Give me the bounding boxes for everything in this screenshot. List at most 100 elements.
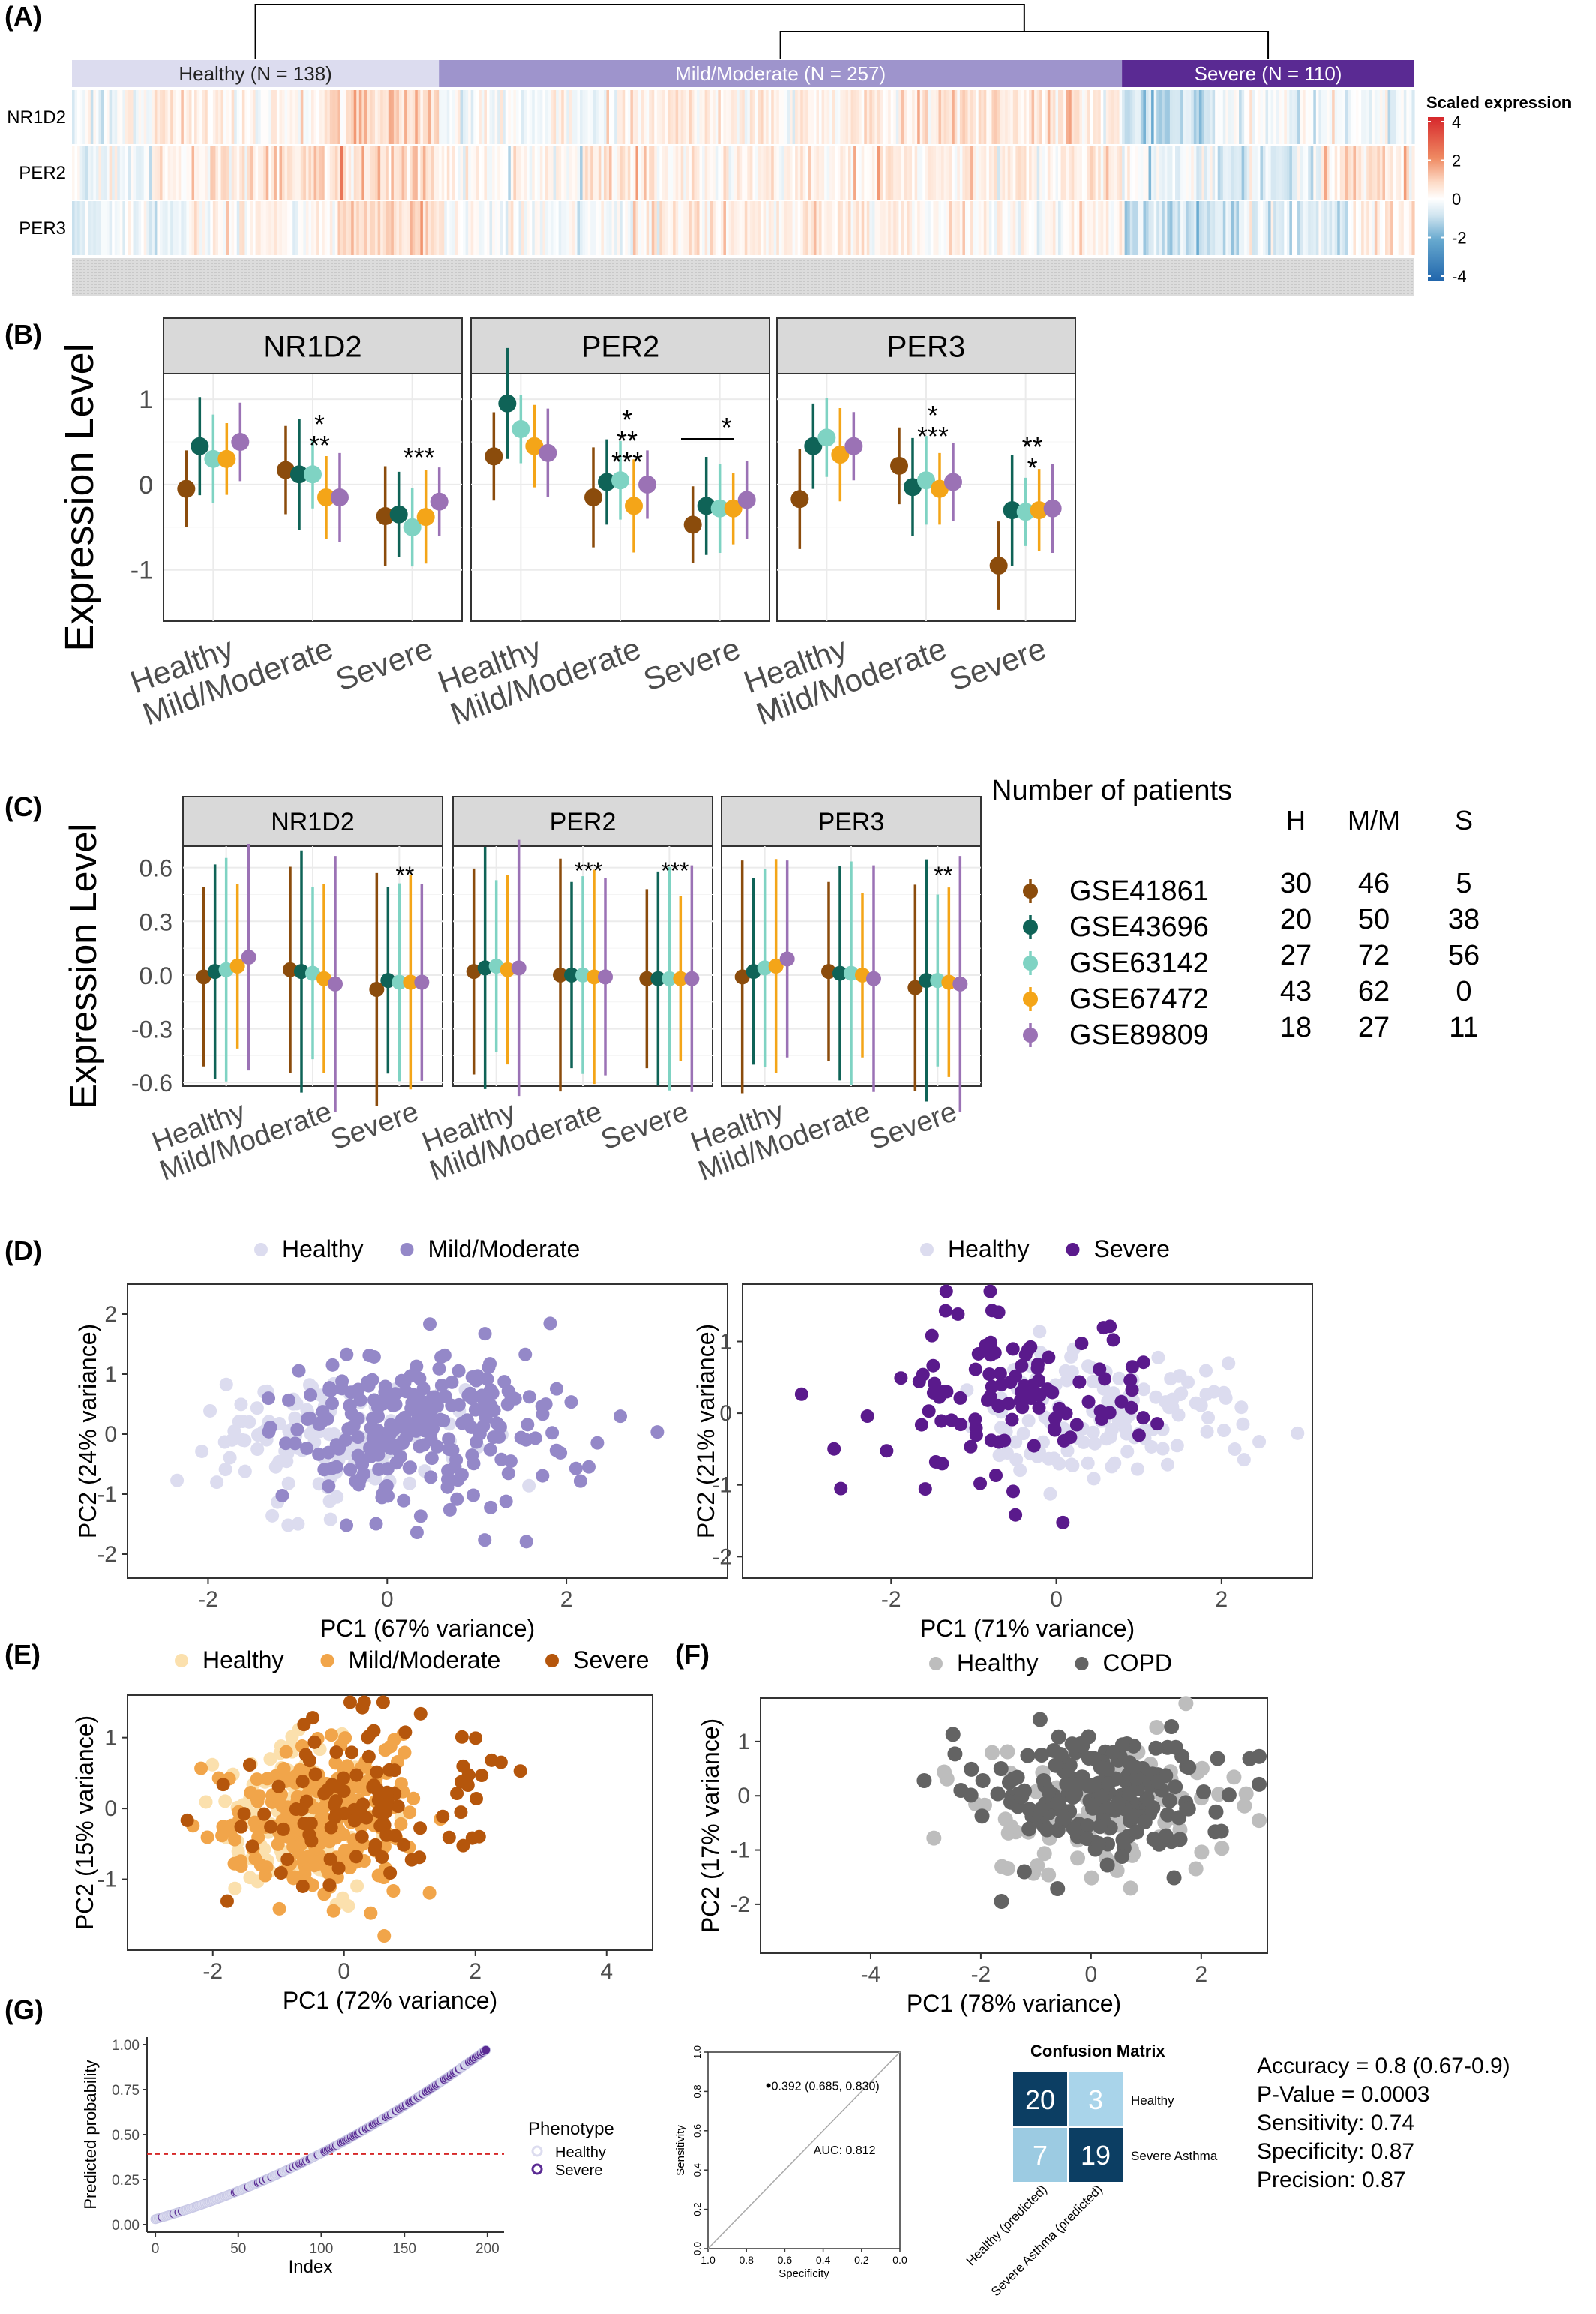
data-point xyxy=(1126,1759,1142,1775)
heatmap-cell xyxy=(640,146,644,200)
heatmap-cell xyxy=(1385,90,1389,144)
heatmap-cell xyxy=(510,90,514,144)
heatmap-cell xyxy=(351,201,355,255)
heatmap-cell xyxy=(308,201,312,255)
data-point xyxy=(1100,1761,1115,1777)
heatmap-cell xyxy=(1178,90,1181,144)
data-point xyxy=(1149,1720,1165,1736)
heatmap-cell xyxy=(640,201,644,255)
heatmap-cell xyxy=(1183,146,1186,200)
heatmap-cell xyxy=(964,90,969,144)
heatmap-cell xyxy=(446,201,450,255)
data-point xyxy=(250,1401,264,1415)
heatmap-cell xyxy=(353,201,357,255)
data-point xyxy=(518,1347,532,1361)
heatmap-cell xyxy=(260,90,264,144)
heatmap-cell xyxy=(880,201,884,255)
data-point xyxy=(1194,1398,1208,1412)
heatmap-cell xyxy=(561,201,565,255)
heatmap-cell xyxy=(699,90,703,144)
data-point xyxy=(525,437,544,455)
heatmap-cell xyxy=(611,90,615,144)
heatmap-cell xyxy=(186,146,190,200)
data-point xyxy=(320,1412,334,1426)
heatmap-cell xyxy=(866,90,870,144)
heatmap-cell xyxy=(702,146,706,200)
heatmap-cell xyxy=(861,90,865,144)
heatmap-cell xyxy=(398,201,403,255)
dendrogram-branch xyxy=(254,4,1025,59)
heatmap-cell xyxy=(1396,146,1400,200)
heatmap-cell xyxy=(170,146,174,200)
data-point xyxy=(1060,1373,1074,1388)
data-point xyxy=(486,1430,500,1445)
data-point xyxy=(1006,1484,1021,1499)
heatmap-cell xyxy=(539,146,543,200)
heatmap-cell xyxy=(1350,146,1354,200)
heatmap-cell xyxy=(556,201,560,255)
heatmap-cell xyxy=(186,201,190,255)
heatmap-cell xyxy=(1334,146,1338,200)
heatmap-cell xyxy=(282,146,286,200)
heatmap-cell xyxy=(1382,201,1386,255)
data-point xyxy=(1075,1337,1089,1351)
legend-key xyxy=(545,1654,559,1667)
data-point xyxy=(469,1792,483,1806)
heatmap-cell xyxy=(933,146,937,200)
heatmap-cell xyxy=(710,146,713,200)
data-point xyxy=(353,1472,368,1487)
heatmap-cell xyxy=(1186,201,1190,255)
heatmap-cell xyxy=(1316,90,1319,144)
data-point xyxy=(1033,1802,1048,1817)
data-point xyxy=(237,1807,251,1821)
heatmap-cell xyxy=(1186,90,1190,144)
heatmap-cell xyxy=(258,146,262,200)
heatmap-cell xyxy=(1244,90,1248,144)
heatmap-cell xyxy=(587,201,591,255)
heatmap-cell xyxy=(1246,201,1250,255)
heatmap-cell xyxy=(117,201,121,255)
data-point xyxy=(564,1395,578,1409)
heatmap-cell xyxy=(1196,90,1200,144)
heatmap-cell xyxy=(742,90,746,144)
data-point xyxy=(403,1805,417,1820)
auc-label: AUC: 0.812 xyxy=(814,2144,876,2157)
heatmap-cell xyxy=(906,90,910,144)
data-point xyxy=(953,1391,968,1405)
data-point xyxy=(968,1412,982,1427)
data-point xyxy=(1009,1435,1023,1449)
heatmap-cell xyxy=(893,201,897,255)
heatmap-cell xyxy=(100,90,105,144)
heatmap-cell xyxy=(917,90,921,144)
data-point xyxy=(1101,1776,1117,1792)
data-point xyxy=(279,1745,293,1759)
tick-label-y: 0 xyxy=(139,471,153,500)
tick-label-y: 0.6 xyxy=(692,2124,703,2138)
heatmap-cell xyxy=(758,146,761,200)
data-point xyxy=(280,1447,295,1461)
heatmap-cell xyxy=(478,146,482,200)
data-point xyxy=(254,1858,268,1872)
tick-label-y: -2 xyxy=(730,1892,750,1917)
heatmap-cell xyxy=(914,90,918,144)
heatmap-cell xyxy=(1156,201,1160,255)
heatmap-cell xyxy=(1064,90,1067,144)
heatmap-cell xyxy=(1018,90,1022,144)
heatmap-cell xyxy=(1127,90,1131,144)
heatmap-cell xyxy=(1222,146,1226,200)
data-point xyxy=(218,962,234,977)
data-point xyxy=(218,1435,232,1449)
heatmap-cell xyxy=(1135,201,1138,255)
heatmap-cell xyxy=(1212,90,1216,144)
heatmap-cell xyxy=(1178,201,1181,255)
tick-label-x: -4 xyxy=(861,1962,881,1987)
heatmap-cell xyxy=(114,201,118,255)
data-point xyxy=(466,1488,480,1502)
heatmap-cell xyxy=(1377,201,1381,255)
heatmap-cell xyxy=(152,90,155,144)
data-point xyxy=(500,962,515,977)
data-point xyxy=(914,1418,928,1432)
data-point xyxy=(396,1434,410,1448)
heatmap-cell xyxy=(686,146,689,200)
heatmap-cell xyxy=(1337,90,1341,144)
